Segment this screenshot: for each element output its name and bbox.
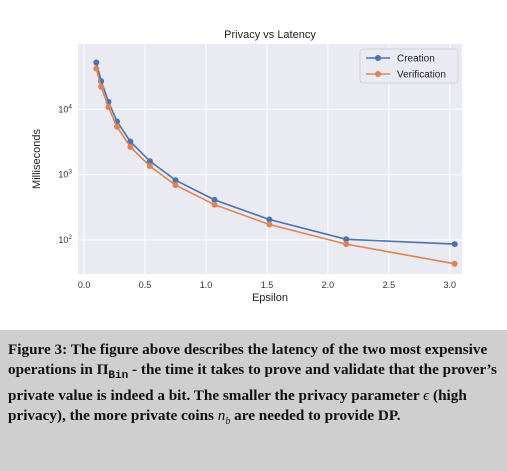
caption-text-middle2: (high privacy), the more private coins — [8, 387, 467, 424]
caption-text-end: are needed to provide DP. — [230, 406, 401, 424]
data-point — [451, 260, 458, 267]
data-point — [127, 143, 134, 150]
caption-epsilon: ϵ — [423, 387, 430, 405]
data-point — [172, 182, 179, 189]
y-tick-exponent: 3 — [68, 169, 72, 176]
data-point — [93, 59, 100, 66]
y-tick-base: 10 — [58, 104, 68, 114]
y-tick-label: 102 — [58, 234, 72, 245]
x-axis-label: Epsilon — [252, 292, 288, 304]
legend-label: Creation — [397, 54, 435, 65]
caption-text-middle: - the time it takes to prove and validat… — [8, 360, 497, 405]
y-tick-base: 10 — [58, 170, 68, 180]
x-tick-label: 2.0 — [322, 280, 335, 290]
data-point — [105, 104, 112, 111]
data-point — [146, 163, 153, 170]
legend-marker — [375, 55, 381, 61]
y-tick-label: 104 — [58, 103, 72, 114]
caption-coin-variable: n — [217, 406, 226, 424]
x-tick-label: 3.0 — [444, 280, 457, 290]
data-point — [211, 201, 218, 208]
data-point — [127, 138, 134, 145]
caption-subscript-bin: Bin — [108, 369, 129, 382]
chart-area: 0.0 0.5 1.0 1.5 2.0 2.5 3.0 102 103 104 Privacy v… — [0, 0, 507, 330]
x-tick-label: 0.5 — [139, 280, 152, 290]
legend: Creation Verification — [359, 48, 459, 84]
data-point — [114, 123, 121, 130]
data-point — [98, 83, 105, 90]
y-tick-exponent: 2 — [68, 234, 72, 241]
data-point — [451, 241, 458, 248]
data-point — [93, 65, 100, 72]
data-point — [343, 241, 350, 248]
caption-text-start: Figure 3: The figure above describes the… — [8, 341, 488, 378]
y-tick-exponent: 4 — [68, 103, 72, 110]
x-tick-label: 1.0 — [200, 280, 213, 290]
x-tick-label: 2.5 — [383, 280, 396, 290]
series-verification — [93, 65, 458, 267]
data-point — [146, 158, 153, 165]
data-point — [343, 236, 350, 243]
caption-coin-subscript: b — [225, 415, 231, 427]
data-point — [266, 221, 273, 228]
data-point — [172, 177, 179, 184]
data-point — [211, 196, 218, 203]
y-tick-label: 103 — [58, 169, 72, 180]
series-layer — [93, 59, 458, 267]
x-tick-label: 1.5 — [261, 280, 274, 290]
chart-title: Privacy vs Latency — [224, 29, 316, 41]
x-tick-label: 0.0 — [78, 280, 91, 290]
figure-caption: Figure 3: The figure above describes the… — [8, 340, 500, 431]
legend-marker — [375, 71, 381, 77]
y-axis-label: Milliseconds — [31, 129, 43, 189]
y-tick-base: 10 — [58, 235, 68, 245]
legend-label: Verification — [397, 70, 446, 81]
data-point — [266, 216, 273, 223]
series-creation — [93, 59, 458, 248]
